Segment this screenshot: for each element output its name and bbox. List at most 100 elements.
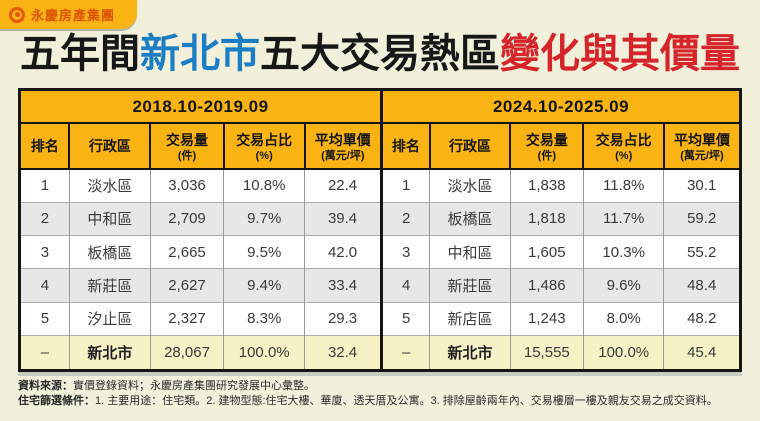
cell: 8.0% xyxy=(582,301,664,336)
cell: 新店區 xyxy=(429,301,511,336)
cell: 1,243 xyxy=(509,301,584,336)
data-source-note: 資料來源：實價登錄資料；永慶房產集團研究發展中心彙整。 xyxy=(18,379,718,394)
col-header-avg-price: 平均單價 (萬元/坪) xyxy=(303,123,380,170)
cell: 28,067 xyxy=(149,335,224,369)
col-header-share: 交易占比 (%) xyxy=(582,123,664,170)
cell: 2 xyxy=(381,201,430,236)
cell: – xyxy=(381,335,430,369)
cell: 42.0 xyxy=(304,235,380,269)
cell: 淡水區 xyxy=(68,169,151,203)
cell: 5 xyxy=(21,301,70,336)
total-row: – 新北市 15,555 100.0% 45.4 xyxy=(381,335,739,369)
cell: 淡水區 xyxy=(429,169,511,203)
data-source-text: 實價登錄資料；永慶房產集團研究發展中心彙整。 xyxy=(73,380,315,392)
cell: 45.4 xyxy=(663,335,739,369)
title-segment-change: 變化與其價量 xyxy=(500,32,740,76)
cell: 1,838 xyxy=(509,169,584,203)
cell: 29.3 xyxy=(304,301,380,336)
cell: 39.4 xyxy=(304,201,380,236)
table-row: 1 淡水區 3,036 10.8% 22.4 xyxy=(21,169,380,203)
col-header-district: 行政區 xyxy=(68,123,151,170)
cell: 11.7% xyxy=(582,201,664,236)
cell: 48.2 xyxy=(663,301,739,336)
cell: 板橋區 xyxy=(68,235,151,269)
cell: 9.4% xyxy=(223,268,305,303)
cell: 3,036 xyxy=(149,169,224,203)
cell: 10.3% xyxy=(582,235,664,269)
cell: 2,627 xyxy=(149,268,224,303)
period-header-2024: 2024.10-2025.09 xyxy=(381,91,739,124)
cell: 59.2 xyxy=(663,201,739,236)
table-row: 5 新店區 1,243 8.0% 48.2 xyxy=(381,301,739,336)
title-segment-hotzones: 五大交易熱區 xyxy=(260,32,500,76)
filter-criteria-note: 住宅篩選條件：1. 主要用途：住宅類。2. 建物型態:住宅大樓、華廈、透天厝及公… xyxy=(18,394,718,409)
total-row: – 新北市 28,067 100.0% 32.4 xyxy=(21,335,380,369)
cell: 15,555 xyxy=(509,335,584,369)
cell: 48.4 xyxy=(663,268,739,303)
cell: 汐止區 xyxy=(68,301,151,336)
cell: 3 xyxy=(381,235,430,269)
period-header-row: 2024.10-2025.09 xyxy=(381,91,739,124)
comparison-table: 2018.10-2019.09 排名 行政區 交易量 (件) 交易占比 (%) 平均… xyxy=(18,88,742,372)
column-header-row: 排名 行政區 交易量 (件) 交易占比 (%) 平均單價 (萬元/坪) xyxy=(21,123,380,170)
brand-logo-banner: 永慶房產集團 xyxy=(0,0,138,29)
cell: 新北市 xyxy=(429,335,511,369)
cell: 2,665 xyxy=(149,235,224,269)
cell: 55.2 xyxy=(663,235,739,269)
cell: 30.1 xyxy=(663,169,739,203)
cell: – xyxy=(21,335,70,369)
cell: 11.8% xyxy=(582,169,664,203)
table-row: 2 中和區 2,709 9.7% 39.4 xyxy=(21,201,380,236)
cell: 4 xyxy=(21,268,70,303)
table-row: 3 中和區 1,605 10.3% 55.2 xyxy=(381,235,739,269)
footer-notes: 資料來源：實價登錄資料；永慶房產集團研究發展中心彙整。 住宅篩選條件：1. 主要… xyxy=(18,379,718,409)
cell: 100.0% xyxy=(223,335,305,369)
col-header-volume: 交易量 (件) xyxy=(149,123,224,170)
cell: 5 xyxy=(381,301,430,336)
cell: 100.0% xyxy=(582,335,664,369)
col-header-rank: 排名 xyxy=(21,123,70,170)
transactions-table-2018: 2018.10-2019.09 排名 行政區 交易量 (件) 交易占比 (%) 平均… xyxy=(21,91,380,369)
cell: 8.3% xyxy=(223,301,305,336)
cell: 1 xyxy=(40,177,50,195)
table-body-2024: 1 淡水區 1,838 11.8% 30.1 2 板橋區 1,818 11.7% 59.2 3 中和區… xyxy=(381,169,739,369)
filter-criteria-label: 住宅篩選條件： xyxy=(18,395,95,407)
cell: 32.4 xyxy=(304,335,380,369)
col-header-share: 交易占比 (%) xyxy=(222,123,305,170)
table-row: 5 汐止區 2,327 8.3% 29.3 xyxy=(21,301,380,336)
cell: 板橋區 xyxy=(429,201,511,236)
brand-name: 永慶房產集團 xyxy=(31,8,116,23)
cell: 新北市 xyxy=(68,335,151,369)
table-row: 4 新莊區 1,486 9.6% 48.4 xyxy=(381,268,739,303)
cell: 9.5% xyxy=(223,235,305,269)
cell: 1,818 xyxy=(509,201,584,236)
cell: 33.4 xyxy=(304,268,380,303)
col-header-avg-price: 平均單價 (萬元/坪) xyxy=(662,123,739,170)
cell: 新莊區 xyxy=(429,268,511,303)
cell: 新莊區 xyxy=(68,268,151,303)
cell: 2,327 xyxy=(149,301,224,336)
cell: 9.6% xyxy=(582,268,664,303)
yungching-ring-icon xyxy=(9,6,25,23)
cell: 10.8% xyxy=(223,169,305,203)
table-row: 2 板橋區 1,818 11.7% 59.2 xyxy=(381,201,739,236)
cell: 1,486 xyxy=(509,268,584,303)
table-row: 1 淡水區 1,838 11.8% 30.1 xyxy=(381,169,739,203)
title-segment-city: 新北市 xyxy=(140,32,260,76)
table-body-2018: 1 淡水區 3,036 10.8% 22.4 2 中和區 2,709 9.7% 39.4 3 板橋區 2… xyxy=(21,169,380,369)
title-segment-period: 五年間 xyxy=(20,32,140,76)
cell: 中和區 xyxy=(68,201,151,236)
table-row: 3 板橋區 2,665 9.5% 42.0 xyxy=(21,235,380,269)
cell: 2 xyxy=(21,201,70,236)
transactions-table-2024: 2024.10-2025.09 排名 行政區 交易量 (件) 交易占比 (%) 平均… xyxy=(380,91,739,369)
col-header-rank: 排名 xyxy=(381,123,430,170)
filter-criteria-text: 1. 主要用途：住宅類。2. 建物型態:住宅大樓、華廈、透天厝及公寓。3. 排除… xyxy=(95,395,718,407)
col-header-volume: 交易量 (件) xyxy=(509,123,584,170)
table-row: 4 新莊區 2,627 9.4% 33.4 xyxy=(21,268,380,303)
cell: 2,709 xyxy=(149,201,224,236)
cell: 1 xyxy=(401,177,411,195)
period-header-row: 2018.10-2019.09 xyxy=(21,91,380,124)
col-header-district: 行政區 xyxy=(428,123,511,170)
cell: 22.4 xyxy=(304,169,380,203)
